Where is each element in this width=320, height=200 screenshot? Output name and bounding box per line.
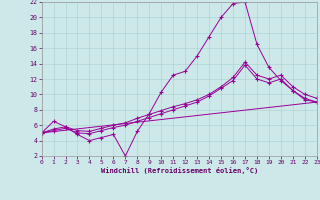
X-axis label: Windchill (Refroidissement éolien,°C): Windchill (Refroidissement éolien,°C) bbox=[100, 167, 258, 174]
